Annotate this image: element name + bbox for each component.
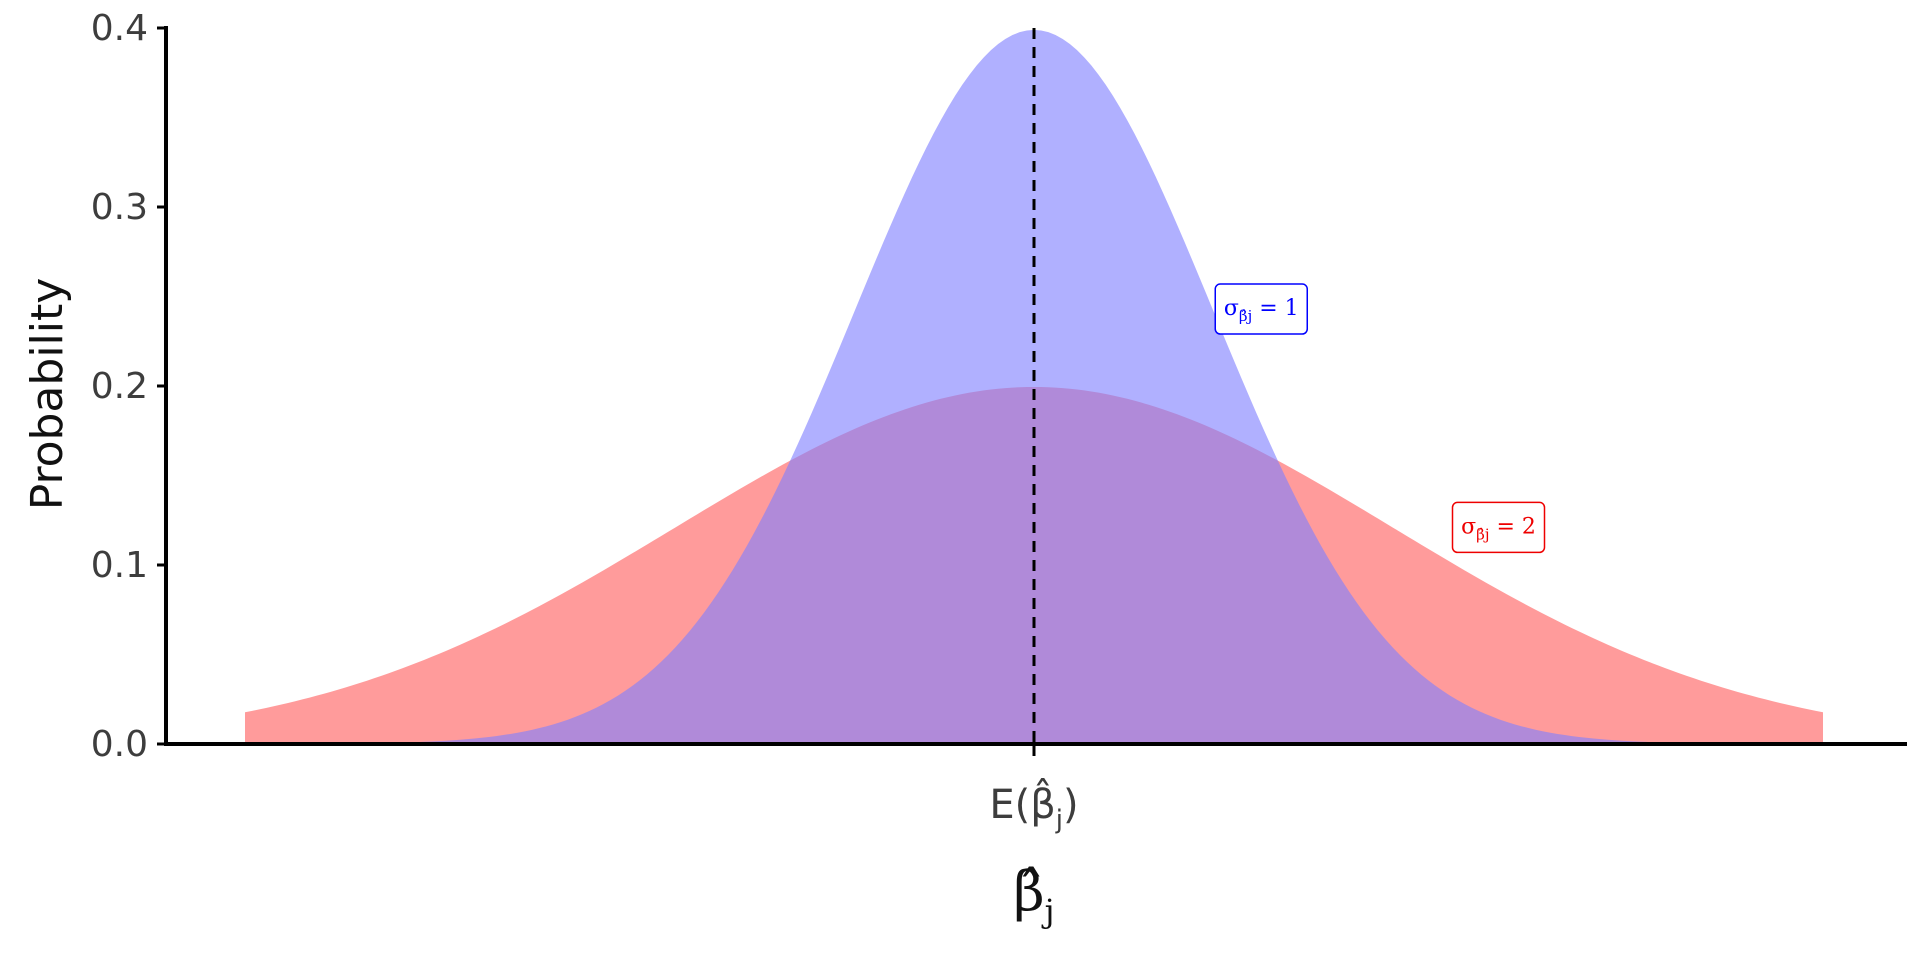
x-tick-label: E(β̂j) bbox=[989, 778, 1078, 835]
series-label-text: σβ̂j = 2 bbox=[1461, 514, 1536, 543]
y-tick-label: 0.0 bbox=[91, 724, 148, 765]
series-label-sd2: σβ̂j = 2 bbox=[1451, 501, 1546, 554]
series-label-box bbox=[1214, 283, 1308, 335]
y-axis-title: Probability bbox=[22, 278, 73, 511]
series-label-text: σβ̂j = 1 bbox=[1224, 296, 1299, 325]
y-tick-label: 0.2 bbox=[91, 366, 148, 407]
density-area-sd1 bbox=[245, 29, 1823, 744]
x-axis-title: β̂j bbox=[1013, 860, 1054, 930]
y-axis-ticks: 0.0 0.1 0.2 0.3 0.4 bbox=[91, 8, 166, 765]
series-label-box bbox=[1451, 501, 1546, 554]
x-axis-title-text: β̂j bbox=[1013, 860, 1054, 930]
x-axis-tick: E(β̂j) bbox=[989, 744, 1079, 835]
series-labels: σβ̂j = 1 σβ̂j = 2 bbox=[1214, 283, 1546, 554]
y-tick-label: 0.1 bbox=[91, 545, 148, 586]
y-tick-label: 0.3 bbox=[91, 187, 148, 228]
series-label-sd1: σβ̂j = 1 bbox=[1214, 283, 1308, 335]
y-tick-label: 0.4 bbox=[91, 8, 148, 49]
